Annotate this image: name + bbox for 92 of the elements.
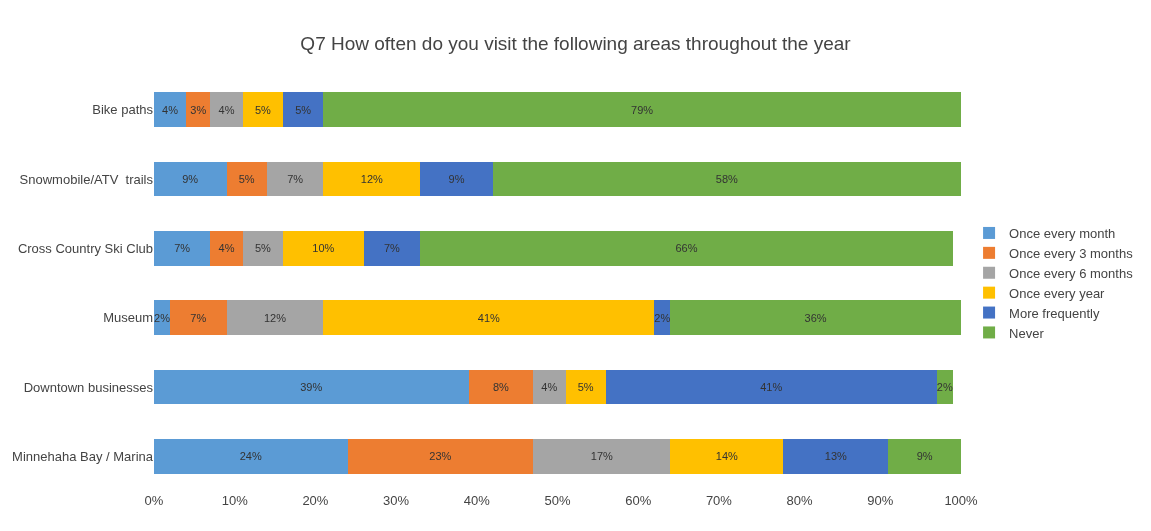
data-label: 79% (631, 103, 654, 116)
bar (565, 369, 606, 405)
bar (420, 161, 493, 197)
data-label: 9% (916, 450, 933, 463)
bar (533, 369, 566, 405)
data-label: 7% (287, 173, 304, 185)
data-label: 7% (174, 242, 191, 255)
data-label: 7% (384, 242, 401, 255)
y-tick-label: Downtown businesses (23, 379, 154, 395)
data-label: 2% (654, 311, 671, 324)
bar (226, 300, 324, 335)
data-label: 9% (448, 173, 465, 185)
bar (210, 231, 243, 266)
x-tick-label: 70% (705, 493, 733, 508)
bar (323, 92, 961, 127)
y-tick-label: Bike paths (92, 102, 154, 118)
bar (154, 439, 348, 474)
bar (283, 231, 364, 266)
bar (226, 161, 267, 197)
y-tick-label: Cross Country Ski Club (17, 240, 153, 256)
data-label: 41% (760, 381, 783, 393)
chart-title: Q7 How often do you visit the following areas throughout the year (300, 33, 852, 55)
data-label: 24% (239, 450, 262, 463)
x-tick-label: 80% (786, 493, 814, 508)
data-label: 7% (190, 311, 207, 324)
data-label: 12% (263, 311, 287, 324)
data-label: 13% (824, 450, 848, 463)
x-tick-label: 0% (144, 493, 164, 508)
data-label: 2% (154, 311, 171, 324)
data-label: 12% (360, 173, 384, 185)
bar (347, 439, 534, 474)
y-tick-label: Museum (103, 310, 153, 326)
bar (363, 231, 421, 266)
bar (533, 439, 671, 474)
data-label: 58% (715, 173, 739, 185)
data-label: 17% (590, 450, 613, 463)
data-label: 41% (477, 311, 501, 324)
x-tick-label: 10% (221, 493, 249, 508)
data-label: 2% (936, 381, 953, 393)
data-label: 39% (300, 381, 323, 393)
data-label: 14% (715, 450, 739, 463)
data-label: 4% (541, 381, 558, 393)
data-label: 4% (218, 242, 235, 255)
bar (670, 300, 961, 335)
y-tick-label: Minnehaha Bay / Marina (12, 448, 154, 464)
data-label: 4% (162, 103, 179, 116)
data-label: 5% (577, 381, 594, 393)
bar (420, 231, 953, 266)
data-label: 3% (190, 103, 207, 116)
x-tick-label: 100% (944, 493, 979, 508)
data-label: 9% (182, 173, 199, 185)
data-label: 5% (254, 103, 271, 116)
bar (154, 161, 227, 197)
legend-label: Once every 6 months (1009, 265, 1134, 281)
legend-label: More frequently (1009, 305, 1100, 321)
data-label: 5% (254, 242, 271, 255)
bar (170, 300, 227, 335)
bar (283, 92, 324, 127)
bar (492, 161, 961, 197)
legend-label: Once every year (1009, 285, 1106, 301)
x-tick-label: 30% (383, 493, 410, 508)
bar (783, 439, 889, 474)
x-tick-label: 60% (625, 493, 652, 508)
data-label: 8% (492, 381, 510, 393)
legend-label: Never (1009, 325, 1045, 341)
bar (210, 92, 243, 127)
x-tick-label: 20% (302, 493, 329, 508)
x-tick-label: 40% (463, 493, 491, 508)
bar (154, 231, 211, 266)
bar (323, 161, 421, 197)
x-tick-label: 90% (867, 493, 894, 508)
legend-label: Once every month (1009, 226, 1116, 242)
data-label: 4% (218, 103, 235, 116)
data-label: 23% (429, 450, 452, 463)
bar (154, 369, 469, 405)
data-label: 66% (675, 242, 698, 255)
bar (242, 231, 284, 266)
y-tick-label: Snowmobile/ATV trails (19, 171, 154, 187)
bar (605, 369, 937, 405)
data-label: 36% (804, 311, 827, 324)
bar (266, 161, 324, 197)
bar (323, 300, 655, 335)
bar (670, 439, 784, 474)
bar (468, 369, 534, 405)
x-tick-label: 50% (544, 493, 571, 508)
bar (888, 439, 961, 474)
bar (242, 92, 284, 127)
bar (154, 92, 187, 127)
data-label: 5% (238, 173, 255, 185)
data-label: 5% (295, 103, 312, 116)
data-label: 10% (312, 242, 335, 255)
legend-label: Once every 3 months (1009, 245, 1134, 261)
